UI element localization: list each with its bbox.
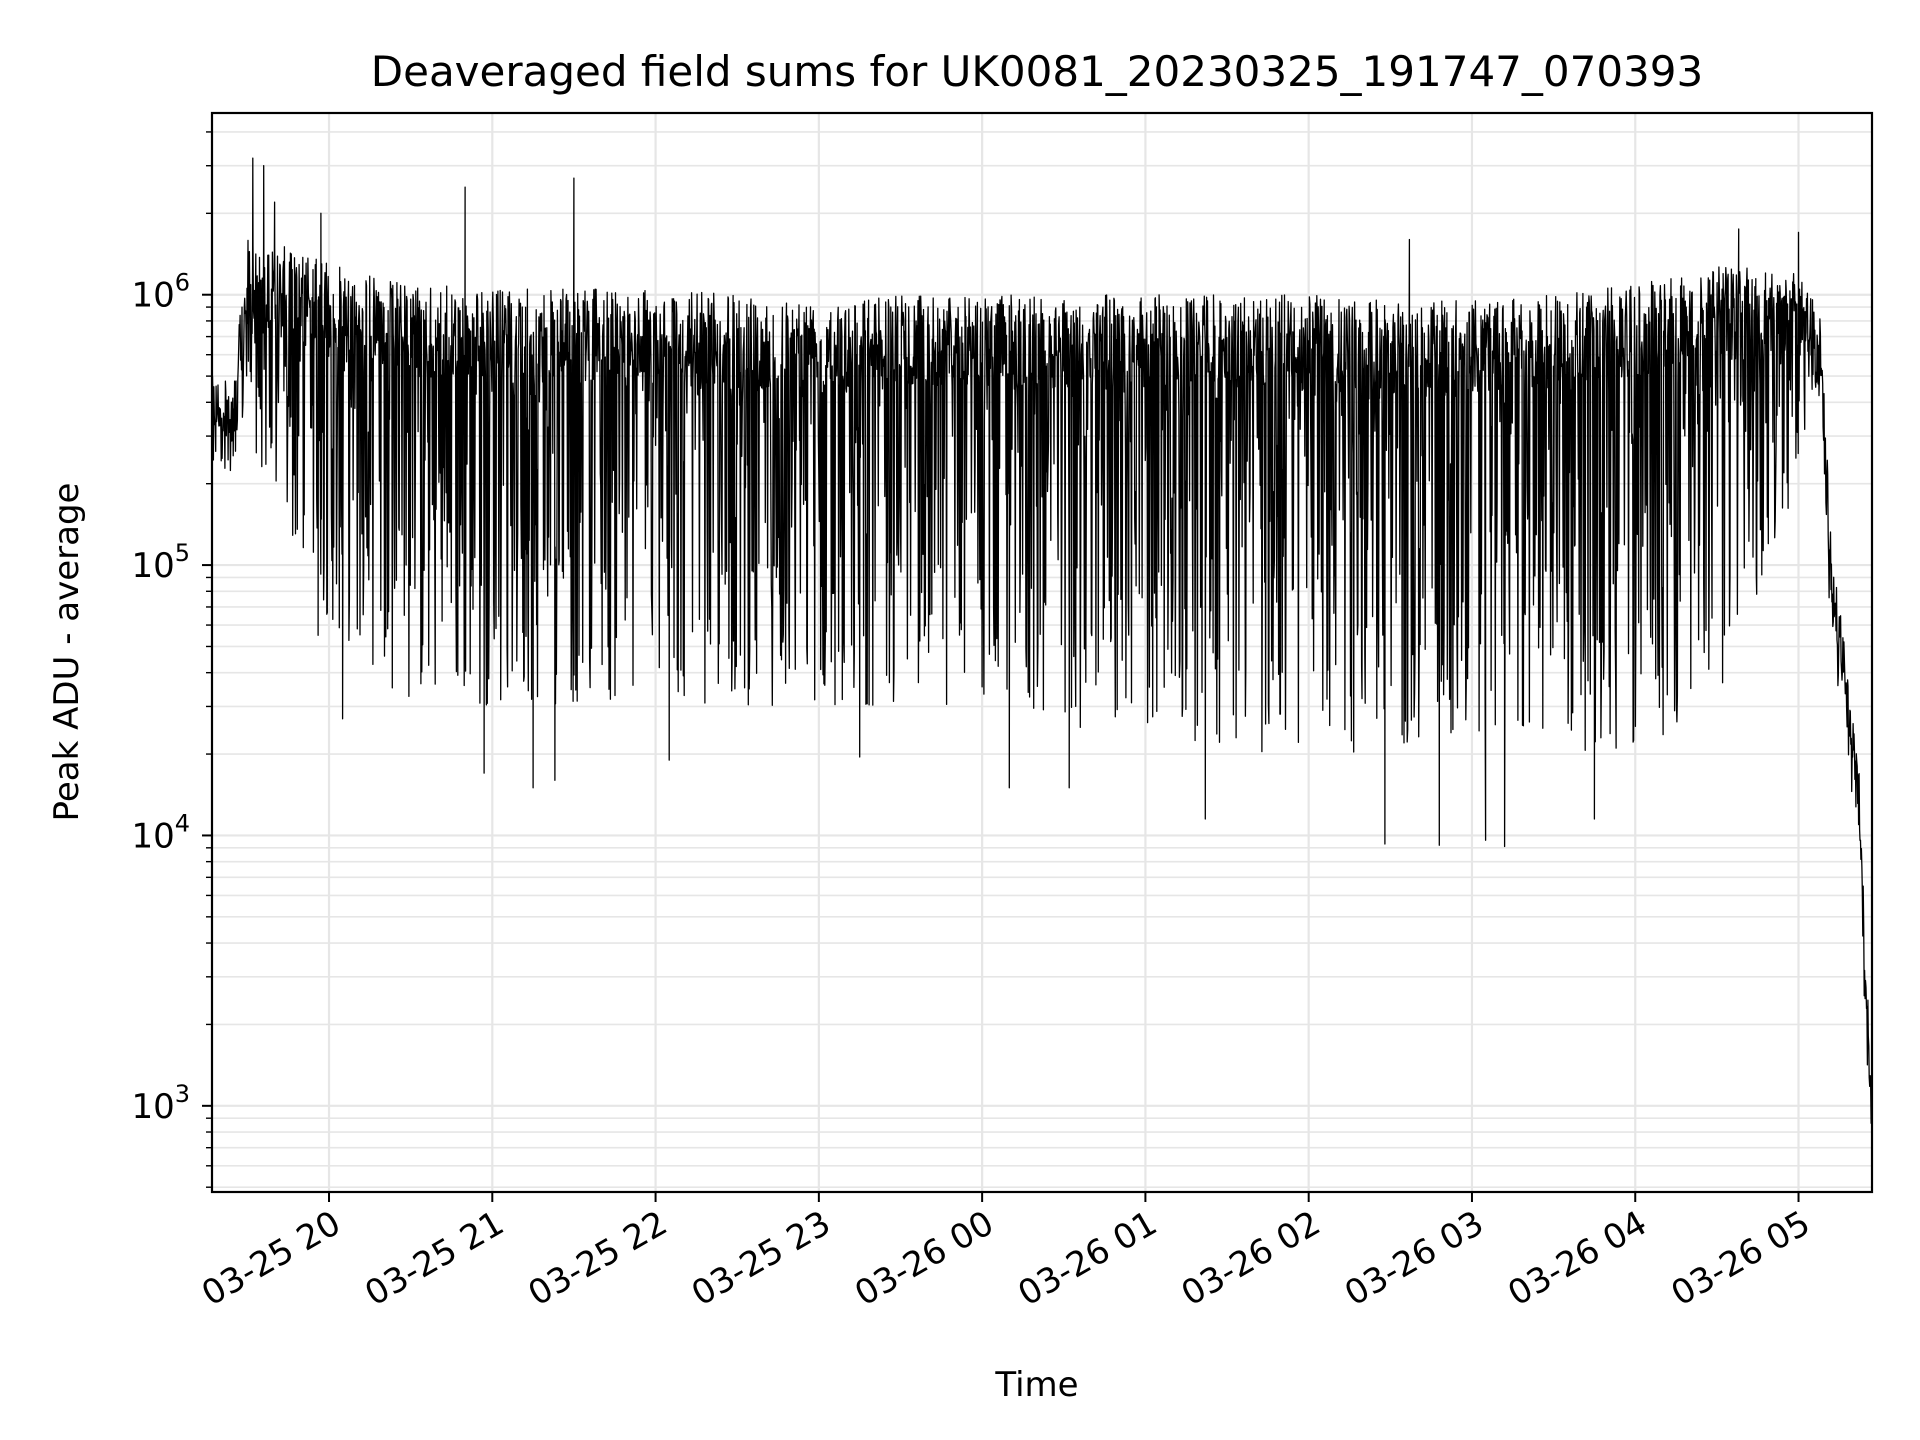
y-tick-label: 104	[131, 809, 190, 856]
x-axis-label: Time	[994, 1365, 1078, 1405]
chart-title: Deaveraged field sums for UK0081_2023032…	[371, 47, 1703, 96]
series-line	[212, 157, 1872, 1124]
y-tick-label: 103	[131, 1080, 190, 1127]
series-layer	[212, 157, 1872, 1124]
y-tick-label: 106	[131, 269, 190, 316]
y-tick-label: 105	[131, 539, 190, 586]
plot-frame	[210, 111, 1874, 1194]
y-axis-label: Peak ADU - average	[47, 483, 87, 822]
